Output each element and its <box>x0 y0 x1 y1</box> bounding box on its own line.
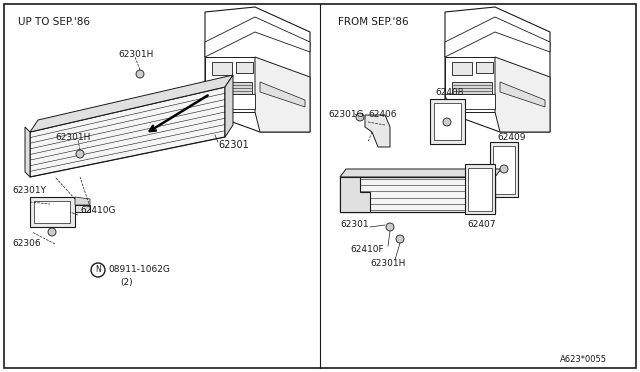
Text: 62407: 62407 <box>467 219 495 228</box>
Circle shape <box>500 165 508 173</box>
Text: 62301H: 62301H <box>370 260 405 269</box>
Text: 08911-1062G: 08911-1062G <box>108 266 170 275</box>
Text: 62301H: 62301H <box>118 49 154 58</box>
Text: (2): (2) <box>120 278 132 286</box>
Circle shape <box>396 235 404 243</box>
Polygon shape <box>236 62 253 73</box>
Polygon shape <box>205 94 255 109</box>
Text: UP TO SEP.'86: UP TO SEP.'86 <box>18 17 90 27</box>
Text: 62408: 62408 <box>435 87 463 96</box>
Polygon shape <box>75 205 90 212</box>
Circle shape <box>76 150 84 158</box>
Text: 62410G: 62410G <box>80 205 115 215</box>
Text: A623*0055: A623*0055 <box>560 356 607 365</box>
Polygon shape <box>445 57 495 112</box>
Circle shape <box>136 70 144 78</box>
Text: 62301: 62301 <box>218 140 249 150</box>
Polygon shape <box>340 177 495 212</box>
Polygon shape <box>445 7 550 132</box>
Text: 62406: 62406 <box>368 109 397 119</box>
Polygon shape <box>225 75 233 137</box>
Polygon shape <box>30 87 225 177</box>
Polygon shape <box>452 82 492 94</box>
Polygon shape <box>452 62 472 75</box>
Polygon shape <box>445 94 495 109</box>
Polygon shape <box>465 164 495 214</box>
Circle shape <box>443 118 451 126</box>
Text: N: N <box>95 266 101 275</box>
Polygon shape <box>476 62 493 73</box>
Text: 62301: 62301 <box>340 219 369 228</box>
Polygon shape <box>430 99 465 144</box>
Polygon shape <box>490 142 518 197</box>
Polygon shape <box>205 17 310 57</box>
Text: FROM SEP.'86: FROM SEP.'86 <box>338 17 408 27</box>
Circle shape <box>48 228 56 236</box>
Polygon shape <box>212 62 232 75</box>
Circle shape <box>356 113 364 121</box>
Polygon shape <box>340 177 370 212</box>
Polygon shape <box>365 115 390 147</box>
Polygon shape <box>255 57 310 132</box>
Polygon shape <box>434 103 461 140</box>
Polygon shape <box>30 197 75 227</box>
Text: 62301H: 62301H <box>55 132 90 141</box>
Polygon shape <box>75 197 90 205</box>
Polygon shape <box>340 169 501 177</box>
Polygon shape <box>495 57 550 132</box>
Polygon shape <box>260 82 305 107</box>
Polygon shape <box>30 75 233 132</box>
Text: 62301G: 62301G <box>328 109 364 119</box>
Text: 62410F: 62410F <box>350 246 383 254</box>
Polygon shape <box>500 82 545 107</box>
Text: 62301Y: 62301Y <box>12 186 46 195</box>
Text: 62306: 62306 <box>12 240 40 248</box>
Circle shape <box>386 223 394 231</box>
Polygon shape <box>468 168 492 211</box>
Text: 62409: 62409 <box>497 132 525 141</box>
Polygon shape <box>445 17 550 57</box>
Polygon shape <box>34 201 70 223</box>
Circle shape <box>91 263 105 277</box>
Polygon shape <box>205 57 255 112</box>
Polygon shape <box>212 82 252 94</box>
Polygon shape <box>205 7 310 132</box>
Polygon shape <box>493 146 515 194</box>
Polygon shape <box>25 127 30 177</box>
